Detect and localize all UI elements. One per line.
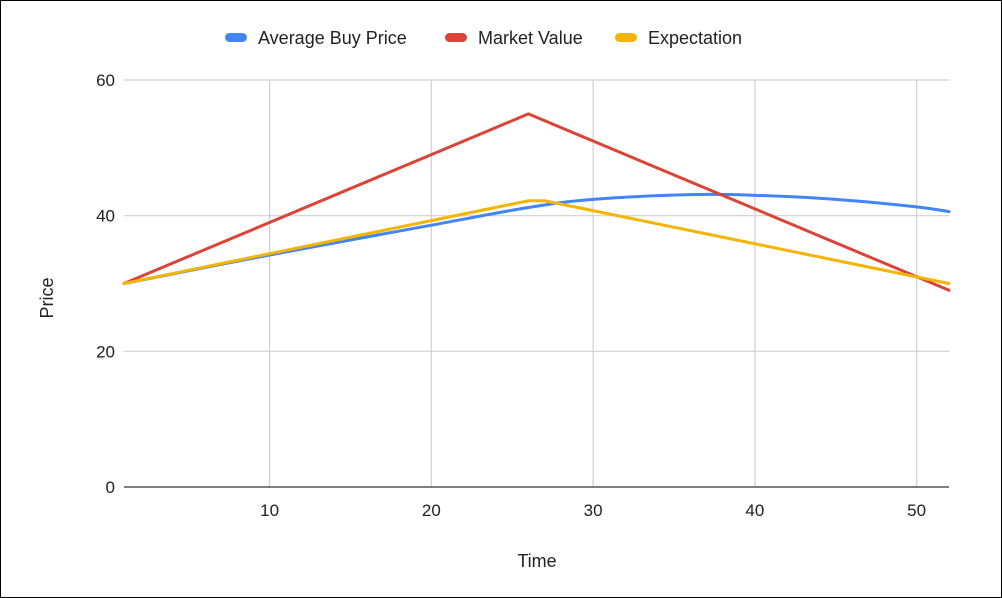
series-line-market-value bbox=[122, 112, 951, 292]
y-tick-label: 0 bbox=[106, 478, 115, 497]
series-lines bbox=[122, 112, 951, 292]
legend-label: Average Buy Price bbox=[258, 28, 407, 48]
x-tick-label: 40 bbox=[745, 501, 764, 520]
y-tick-label: 20 bbox=[96, 342, 115, 361]
y-tick-label: 40 bbox=[96, 207, 115, 226]
x-tick-label: 30 bbox=[584, 501, 603, 520]
legend-swatch bbox=[615, 33, 637, 42]
x-tick-label: 20 bbox=[422, 501, 441, 520]
x-axis-title: Time bbox=[517, 551, 556, 571]
series-line-expectation bbox=[122, 199, 951, 285]
legend-swatch bbox=[225, 33, 247, 42]
x-tick-label: 50 bbox=[907, 501, 926, 520]
legend-label: Market Value bbox=[478, 28, 583, 48]
y-tick-label: 60 bbox=[96, 71, 115, 90]
series-line-average-buy-price bbox=[122, 192, 951, 285]
legend-swatch bbox=[445, 33, 467, 42]
legend: Average Buy Price Market Value Expectation bbox=[225, 28, 742, 48]
y-axis-title: Price bbox=[37, 277, 57, 318]
grid bbox=[124, 79, 949, 487]
axes: 0 20 40 60 10 20 30 40 50 bbox=[96, 71, 949, 520]
legend-label: Expectation bbox=[648, 28, 742, 48]
x-tick-label: 10 bbox=[260, 501, 279, 520]
